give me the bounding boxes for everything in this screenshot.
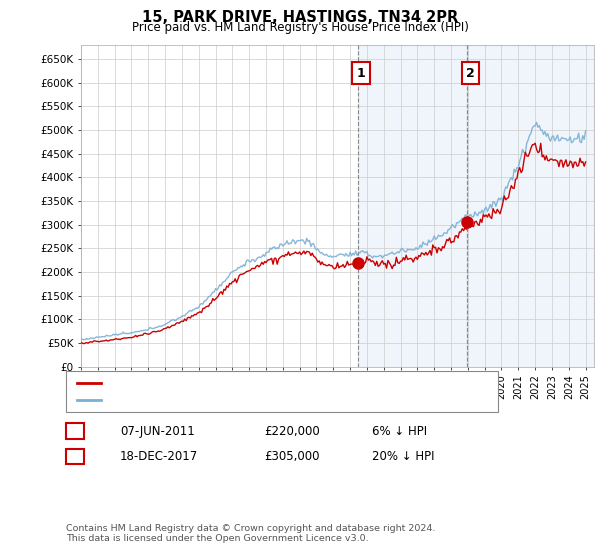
Text: £220,000: £220,000 [264,424,320,438]
Text: 2: 2 [466,67,475,80]
Text: 18-DEC-2017: 18-DEC-2017 [120,450,198,463]
Bar [358,45,467,367]
Text: 6% ↓ HPI: 6% ↓ HPI [372,424,427,438]
Text: Price paid vs. HM Land Registry's House Price Index (HPI): Price paid vs. HM Land Registry's House … [131,21,469,34]
Text: 1: 1 [71,424,79,438]
Text: HPI: Average price, detached house, Hastings: HPI: Average price, detached house, Hast… [108,395,346,405]
Text: 07-JUN-2011: 07-JUN-2011 [120,424,195,438]
Text: Contains HM Land Registry data © Crown copyright and database right 2024.
This d: Contains HM Land Registry data © Crown c… [66,524,436,543]
Text: 15, PARK DRIVE, HASTINGS, TN34 2PR: 15, PARK DRIVE, HASTINGS, TN34 2PR [142,10,458,25]
Text: 20% ↓ HPI: 20% ↓ HPI [372,450,434,463]
Bar [467,45,594,367]
Text: 15, PARK DRIVE, HASTINGS, TN34 2PR (detached house): 15, PARK DRIVE, HASTINGS, TN34 2PR (deta… [108,377,401,388]
Text: £305,000: £305,000 [264,450,320,463]
Text: 1: 1 [356,67,365,80]
Text: 2: 2 [71,450,79,463]
